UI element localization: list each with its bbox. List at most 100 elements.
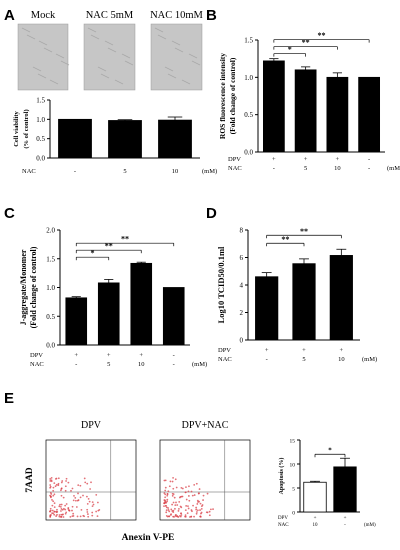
flow-event-dot [80, 508, 83, 511]
micrograph-texture [21, 27, 31, 33]
flow-event-dot [167, 490, 170, 493]
flow-event-dot [187, 507, 190, 510]
flow-event-dot [49, 484, 52, 486]
flow-event-dot [164, 493, 167, 496]
panel-d-bar [255, 276, 279, 341]
flow-event-dot [198, 500, 201, 503]
panel-e-unit-label: (mM) [364, 523, 376, 528]
flow-event-dot [79, 515, 82, 518]
flow-event-dot [86, 513, 89, 515]
flow-event-dot [166, 494, 169, 497]
flow-event-dot [170, 508, 173, 511]
micrograph-texture [97, 66, 107, 72]
flow-event-dot [165, 511, 168, 514]
flow-event-dot [171, 503, 174, 506]
flow-event-dot [181, 495, 184, 498]
flow-event-dot [51, 504, 54, 507]
flow-event-dot [167, 507, 170, 509]
panel-e-row-cell: + [344, 516, 347, 521]
panel-c-ytick-label: 0.5 [46, 313, 55, 321]
micrograph-label: NAC 5mM [86, 10, 134, 21]
flow-event-dot [82, 494, 84, 497]
panel-c-row-cell: - [173, 352, 175, 359]
flow-event-dot [62, 516, 65, 518]
flow-event-dot [212, 508, 214, 511]
flow-event-dot [200, 512, 202, 515]
flow-event-dot [55, 477, 58, 480]
flow-event-dot [67, 481, 70, 484]
flow-event-dot [185, 505, 188, 507]
panel-b-bar [326, 76, 349, 153]
panel-a-ytick-label: 1.5 [36, 97, 45, 105]
flow-event-dot [73, 494, 75, 497]
panel-b-sig-label: ** [318, 31, 326, 40]
flow-event-dot [164, 486, 167, 489]
flow-event-dot [86, 503, 89, 505]
panel-d-bar [329, 255, 353, 341]
micrograph-texture [164, 66, 174, 72]
flow-event-dot [53, 502, 56, 505]
panel-c-row-cell: 10 [138, 361, 145, 368]
panel-d-row-cell: 5 [302, 356, 305, 363]
panel-d-chart: 0 2 4 6 8 Log10 TCID50/0.1ml ** ** DPV + + + NAC - 5 10… [216, 227, 377, 364]
panel-e-y-axis-label: Apoptosis (%) [278, 458, 285, 495]
flow-event-dot [52, 500, 55, 503]
flow-event-dot [186, 512, 189, 515]
flow-event-dot [165, 506, 168, 509]
flow-event-dot [169, 514, 172, 516]
flow-event-dot [52, 494, 55, 497]
flow-y-axis-label: 7AAD [25, 467, 35, 492]
flow-event-dot [79, 484, 82, 487]
panel-d-sig-label: ** [281, 235, 289, 244]
flow-event-dot [179, 515, 182, 518]
panel-b-row-cell: 10 [334, 165, 341, 172]
panel-c-unit-label: (mM) [192, 361, 207, 368]
flow-event-dot [201, 504, 204, 506]
flow-event-dot [166, 515, 169, 518]
panel-c-ytick-label: 1.5 [46, 255, 55, 263]
flow-event-dot [86, 511, 89, 513]
flow-event-dot [77, 484, 80, 487]
flow-event-dot [51, 509, 54, 512]
panel-c-row-cell: + [107, 352, 111, 359]
flow-event-dot [58, 505, 61, 508]
flow-event-dot [196, 503, 199, 505]
flow-event-dot [175, 501, 177, 504]
flow-event-dot [57, 482, 60, 485]
panel-b-bar [262, 60, 285, 153]
panel-c-row-cell: + [74, 352, 78, 359]
panel-c-row-cell: - [173, 361, 175, 368]
panel-b-row-cell: + [272, 156, 276, 163]
flow-event-dot [187, 495, 190, 497]
flow-plot-frame [45, 439, 137, 521]
flow-event-dot [185, 498, 188, 501]
flow-event-dot [190, 509, 193, 511]
flow-event-dot [180, 512, 183, 515]
flow-event-dot [60, 515, 62, 518]
micrograph-texture [26, 34, 36, 40]
flow-event-dot [195, 482, 198, 485]
flow-event-dot [87, 515, 90, 518]
flow-event-dot [72, 515, 75, 517]
panel-c-row-cell: 5 [107, 361, 110, 368]
flow-event-dot [193, 515, 195, 518]
flow-event-dot [75, 506, 78, 508]
panel-b-chart: 0.0 0.5 1.0 1.5 ROS fluorescence intensity (F… [218, 31, 400, 172]
panel-c-ytick-label: 1.0 [46, 284, 55, 292]
flow-event-dot [163, 505, 165, 508]
flow-event-dot [168, 485, 171, 488]
flow-event-dot [173, 496, 176, 499]
flow-event-dot [196, 511, 198, 513]
panel-d-ytick-label: 2 [240, 309, 244, 317]
flow-event-dot [51, 512, 53, 515]
flow-event-dot [88, 500, 91, 503]
flow-event-dot [195, 512, 198, 515]
flow-event-dot [51, 498, 53, 501]
flow-event-dot [74, 499, 77, 502]
flow-event-dot [198, 488, 201, 490]
panel-c-ytick-label: 0.0 [46, 342, 55, 350]
micrograph-texture [171, 40, 181, 46]
flow-event-dot [179, 496, 182, 498]
flow-event-dot [60, 503, 63, 506]
flow-event-dot [52, 489, 55, 492]
